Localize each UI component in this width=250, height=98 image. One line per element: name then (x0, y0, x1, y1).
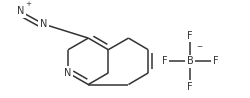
Text: N: N (64, 68, 72, 78)
Text: F: F (187, 31, 193, 41)
Text: B: B (187, 56, 194, 66)
Text: N: N (17, 6, 24, 16)
Text: −: − (196, 44, 202, 50)
Text: +: + (26, 1, 32, 7)
Text: F: F (187, 82, 193, 92)
Text: F: F (213, 56, 218, 66)
Text: F: F (162, 56, 167, 66)
Text: N: N (40, 19, 48, 29)
